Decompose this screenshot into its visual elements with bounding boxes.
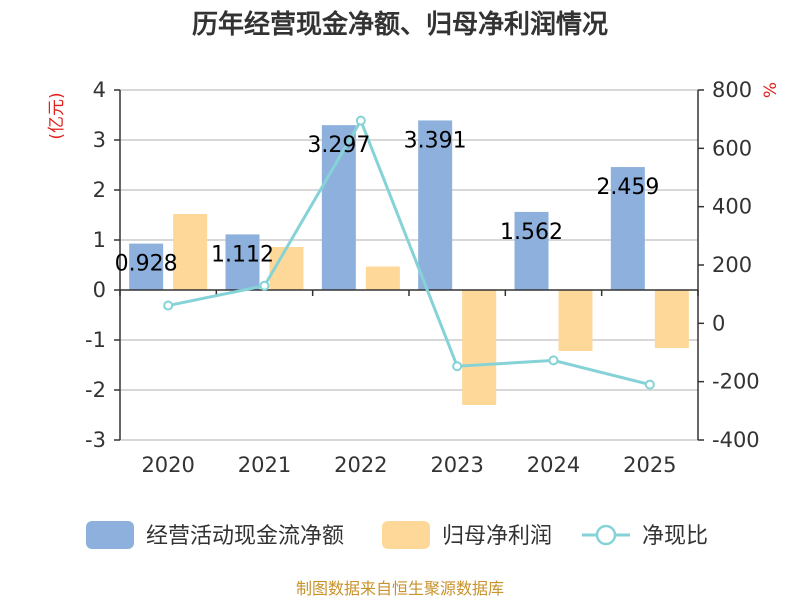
bar-经营活动现金流净额-2021 xyxy=(225,234,260,290)
data-label: 3.391 xyxy=(404,128,467,153)
legend-item-经营活动现金流净额[interactable]: 经营活动现金流净额 xyxy=(86,521,344,549)
ratio-line-path xyxy=(167,117,651,387)
left-tick-label: 4 xyxy=(93,78,106,102)
ratio-point-2025 xyxy=(644,379,655,390)
left-axis-unit: (亿元) xyxy=(47,92,67,139)
ratio-point-2022 xyxy=(355,115,366,126)
left-tick-label: 0 xyxy=(93,278,106,302)
legend[interactable]: 经营活动现金流净额 归母净利润 净现比 xyxy=(86,521,708,549)
ratio-point-2021 xyxy=(259,280,270,291)
left-tick-label: -2 xyxy=(85,378,106,402)
left-tick-label: 1 xyxy=(93,228,106,252)
x-tick-label: 2021 xyxy=(238,453,291,477)
right-tick-label: -200 xyxy=(712,370,760,394)
data-label: 1.112 xyxy=(211,242,274,267)
x-tick-label: 2022 xyxy=(334,453,387,477)
gridlines xyxy=(120,89,698,441)
x-tick-label: 2024 xyxy=(527,453,580,477)
bar-归母净利润-2024 xyxy=(558,290,593,351)
x-tick-label: 2023 xyxy=(430,453,483,477)
chart-title: 历年经营现金净额、归母净利润情况 xyxy=(192,9,608,40)
ratio-point-2020 xyxy=(163,300,174,311)
right-tick-label: 200 xyxy=(712,253,752,277)
legend-swatch-marker xyxy=(595,524,617,546)
ratio-point-2023 xyxy=(452,361,463,372)
bar-归母净利润-2023 xyxy=(462,290,497,405)
right-tick-label: 0 xyxy=(712,311,725,335)
right-tick-label: 600 xyxy=(712,136,752,160)
x-tick-label: 2025 xyxy=(623,453,676,477)
bar-经营活动现金流净额-2020 xyxy=(129,243,164,290)
left-tick-label: 2 xyxy=(93,178,106,202)
legend-label: 净现比 xyxy=(642,524,708,549)
right-tick-label: -400 xyxy=(712,428,760,452)
left-tick-label: -1 xyxy=(85,328,106,352)
bar-经营活动现金流净额-2025 xyxy=(610,167,645,290)
bar-归母净利润-2020 xyxy=(173,214,208,290)
x-tick-label: 2020 xyxy=(141,453,194,477)
ratio-point-2024 xyxy=(548,355,559,366)
source-note: 制图数据来自恒生聚源数据库 xyxy=(296,579,504,598)
bar-归母净利润-2025 xyxy=(654,290,689,348)
bar-经营活动现金流净额-2023 xyxy=(418,120,453,290)
data-label: 3.297 xyxy=(307,133,370,158)
ratio-line xyxy=(163,115,655,390)
data-label: 2.459 xyxy=(596,175,659,200)
legend-swatch xyxy=(86,521,134,549)
right-tick-label: 800 xyxy=(712,78,752,102)
right-axis-unit: % xyxy=(761,82,781,98)
legend-item-净现比[interactable]: 净现比 xyxy=(582,524,708,549)
bar-归母净利润-2022 xyxy=(365,266,400,290)
legend-label: 经营活动现金流净额 xyxy=(146,524,344,549)
data-label: 1.562 xyxy=(500,220,563,245)
legend-item-归母净利润[interactable]: 归母净利润 xyxy=(382,521,552,549)
right-tick-label: 400 xyxy=(712,195,752,219)
bar-marks xyxy=(129,120,689,405)
data-label: 0.928 xyxy=(115,252,178,277)
legend-swatch xyxy=(382,521,430,549)
legend-label: 归母净利润 xyxy=(442,524,552,549)
left-tick-label: 3 xyxy=(93,128,106,152)
axes: -3 -2 -1 0 1 2 3 4 -400 -200 0 200 400 600 800 2020 2021… xyxy=(85,78,760,477)
left-tick-label: -3 xyxy=(85,428,106,452)
bar-经营活动现金流净额-2024 xyxy=(514,211,549,290)
bar-经营活动现金流净额-2022 xyxy=(321,125,356,291)
data-labels: 0.928 1.112 3.297 3.391 1.562 2.459 xyxy=(115,128,660,276)
